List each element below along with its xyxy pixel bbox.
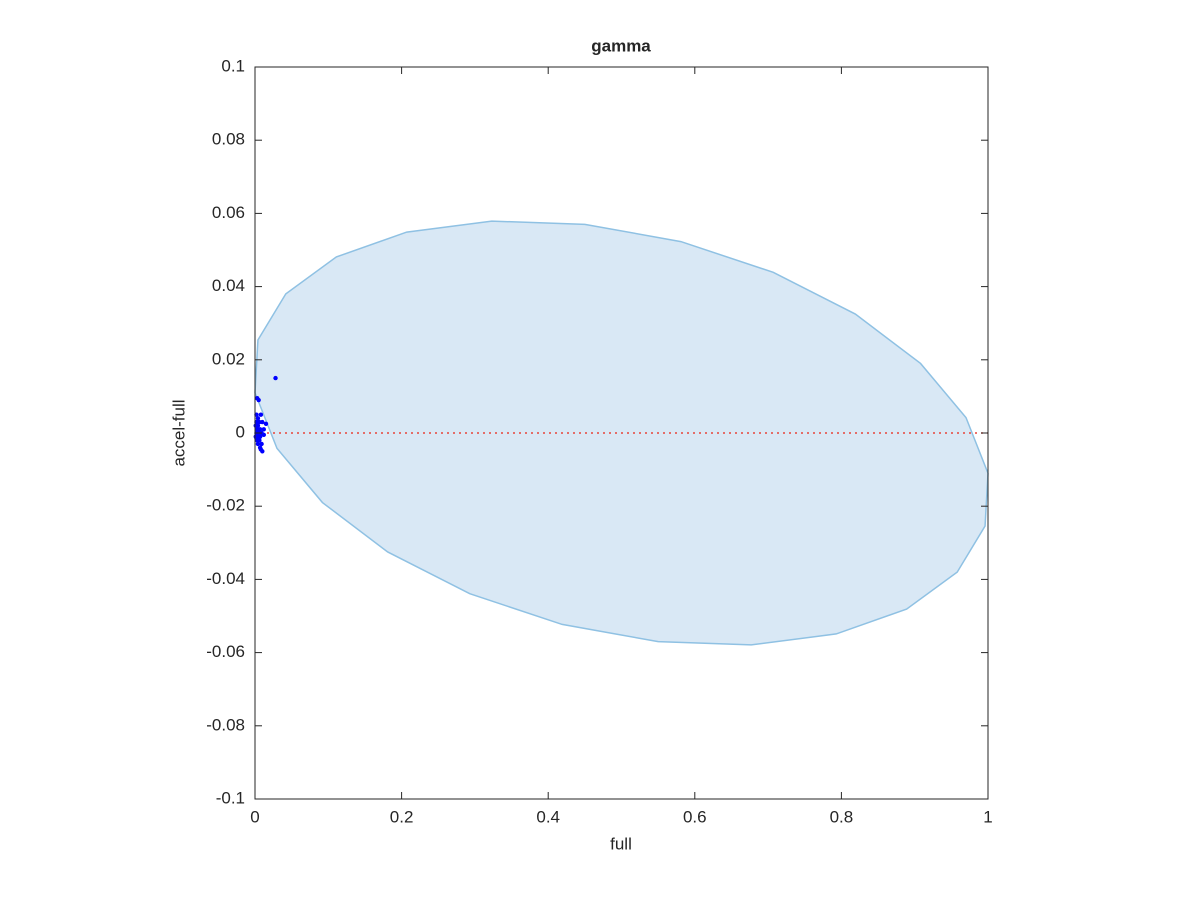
y-tick-label: 0.04	[212, 276, 245, 295]
x-tick-label: 0.8	[830, 807, 854, 826]
data-point	[259, 441, 264, 447]
x-tick-label: 0.6	[683, 807, 707, 826]
x-tick-label: 0.2	[390, 807, 414, 826]
data-point	[258, 447, 264, 452]
y-tick-label: 0	[236, 422, 245, 441]
chart-title: gamma	[591, 36, 651, 55]
y-tick-label: -0.06	[206, 642, 245, 661]
data-point	[255, 423, 261, 428]
x-axis-label: full	[610, 834, 632, 853]
y-axis-label: accel-full	[169, 399, 188, 466]
data-point	[254, 427, 260, 432]
x-tick-label: 0	[250, 807, 259, 826]
data-point	[261, 427, 266, 432]
y-tick-label: -0.04	[206, 569, 245, 588]
data-point	[260, 419, 265, 425]
data-point	[257, 434, 263, 439]
y-tick-label: 0.02	[212, 349, 245, 368]
y-tick-label: -0.1	[216, 788, 245, 807]
data-point	[261, 432, 266, 438]
x-tick-label: 0.4	[536, 807, 560, 826]
x-tick-label: 1	[983, 807, 992, 826]
y-tick-label: -0.08	[206, 715, 245, 734]
data-point	[255, 441, 261, 447]
y-tick-label: 0.06	[212, 203, 245, 222]
y-tick-label: -0.02	[206, 496, 245, 515]
data-point	[273, 375, 278, 381]
data-point	[256, 397, 261, 403]
data-point	[255, 416, 261, 421]
data-point	[263, 421, 269, 427]
y-tick-label: 0.1	[221, 56, 245, 75]
y-tick-label: 0.08	[212, 130, 245, 149]
data-point	[258, 412, 264, 417]
